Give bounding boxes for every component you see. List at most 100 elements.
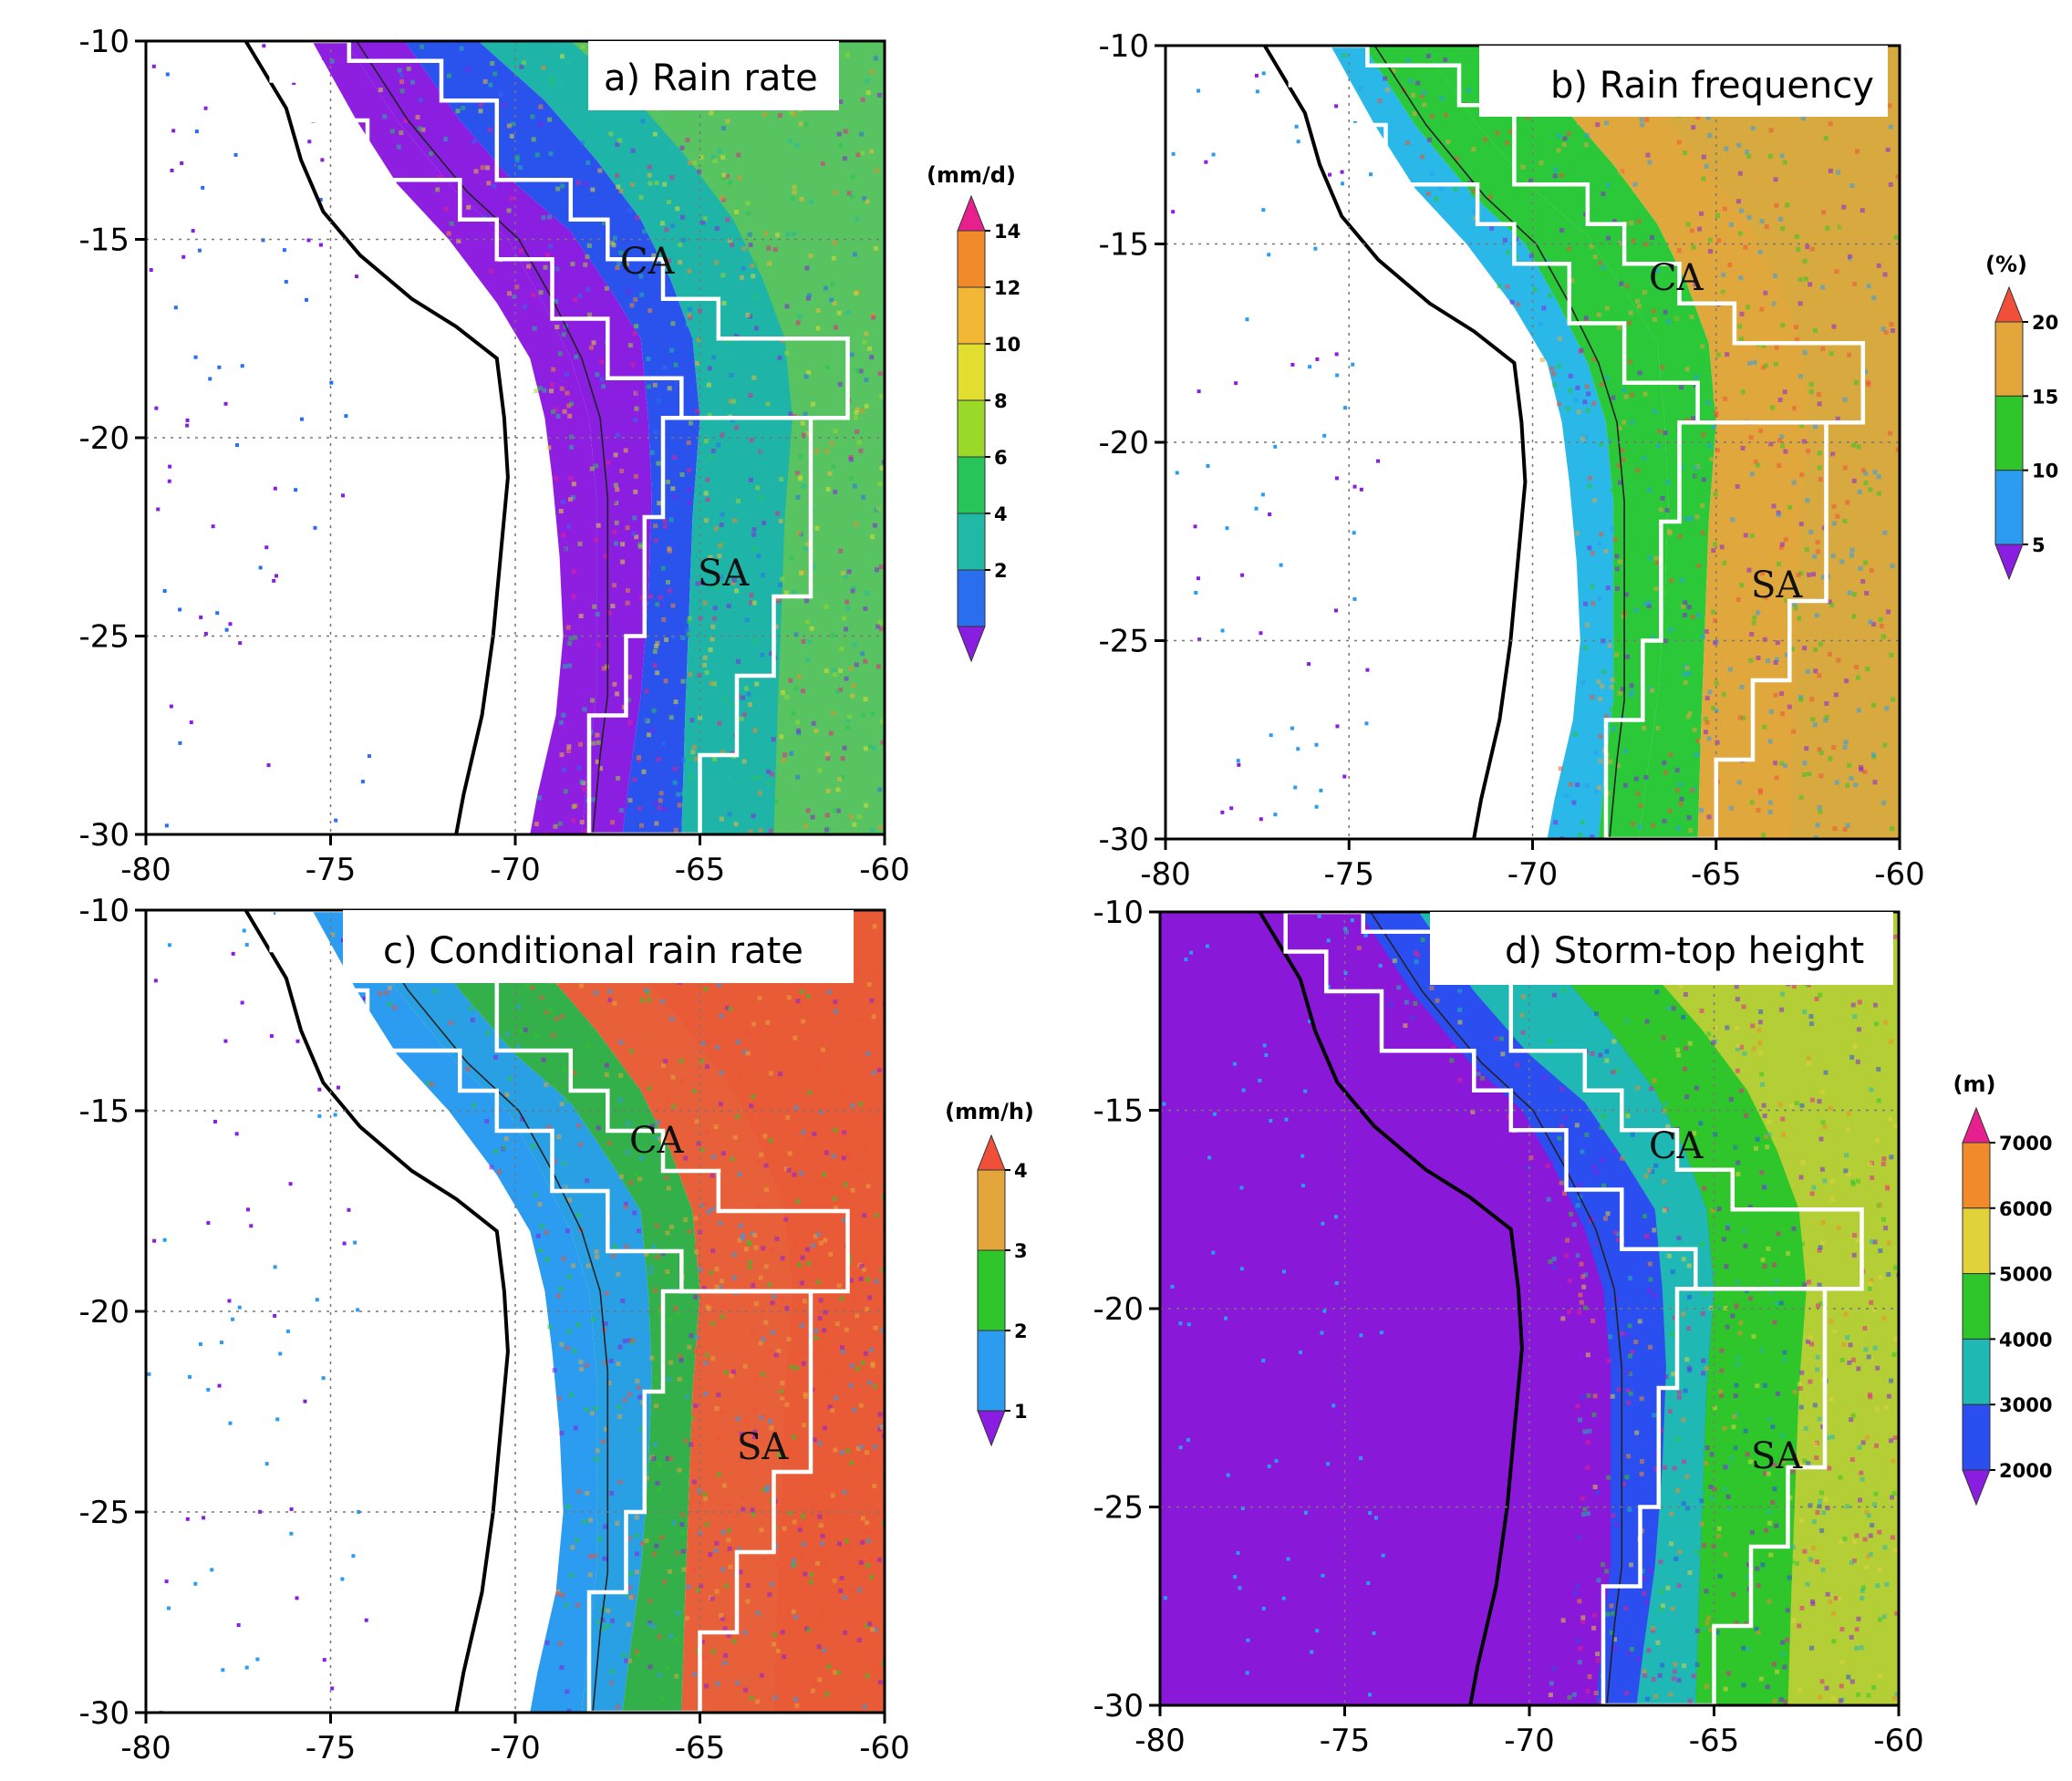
colorbar-segment xyxy=(957,399,986,458)
arid-belt-b xyxy=(1264,46,1580,839)
colorbar-label: 3000 xyxy=(1999,1394,2052,1416)
coastline-b xyxy=(1262,46,1528,839)
field-a xyxy=(144,39,886,836)
colorbar-label: 6 xyxy=(994,447,1008,469)
colorbar-segment xyxy=(957,513,986,571)
colorbar-label: 10 xyxy=(2032,461,2058,482)
far-east-b xyxy=(1587,46,1900,839)
panel-a-title: a) Rain rate xyxy=(604,57,818,99)
lon-tick-label-d: -70 xyxy=(1504,1723,1555,1759)
colorbar-label: 2000 xyxy=(1999,1460,2052,1482)
lon-tick-label-b: -65 xyxy=(1691,856,1742,893)
panel-b: b) Rain frequency xyxy=(1164,44,1901,841)
colorbar-label: 4 xyxy=(1014,1160,1028,1182)
lon-tick-label-d: -75 xyxy=(1320,1723,1371,1759)
lat-tick-label-c: -15 xyxy=(78,1093,130,1130)
colorbar-segment xyxy=(1994,321,2024,397)
region-label-sa-b: SA xyxy=(1751,564,1803,606)
sa-region-outline-a xyxy=(586,416,813,834)
lat-tick-label-a: -20 xyxy=(78,420,130,457)
lon-tick-label-d: -60 xyxy=(1873,1723,1924,1759)
lat-tick-label-c: -25 xyxy=(78,1495,130,1531)
lat-tick-label-d: -15 xyxy=(1093,1093,1144,1130)
colorbar-segment xyxy=(1962,1207,1991,1275)
colorbar-c: 4 3 2 1 xyxy=(977,1134,1028,1447)
ca-region-outline-a xyxy=(269,41,850,420)
colorbar-segment xyxy=(1994,470,2024,545)
map-body-a xyxy=(146,41,885,834)
lat-tick-label-b: -10 xyxy=(1098,28,1149,65)
title-box-d xyxy=(1430,912,1893,985)
colorbar-a-unit: (mm/d) xyxy=(927,162,1016,188)
colorbar-arrow-top xyxy=(977,1134,1006,1171)
colorbar-segment xyxy=(1962,1403,1991,1471)
ca-region-outline-c xyxy=(269,910,850,1294)
lon-tick-label-c: -60 xyxy=(859,1730,910,1766)
lon-tick-label-a: -80 xyxy=(120,852,171,888)
sa-region-outline-b xyxy=(1603,420,1829,839)
ca-region-outline-d xyxy=(1283,912,1864,1291)
panel-b-title: b) Rain frequency xyxy=(1550,65,1874,107)
colorbar-label: 5 xyxy=(2032,534,2046,556)
lon-tick-label-c: -70 xyxy=(490,1730,541,1766)
colorbar-label: 3 xyxy=(1014,1240,1028,1262)
lat-tick-label-a: -25 xyxy=(78,619,130,656)
region-label-sa-d: SA xyxy=(1751,1435,1803,1477)
lon-tick-label-c: -65 xyxy=(675,1730,726,1766)
western-slope-d xyxy=(1326,912,1611,1705)
colorbar-d: 7000 6000 5000 4000 3000 2000 xyxy=(1962,1106,2052,1507)
colorbar-label: 12 xyxy=(994,277,1020,299)
colorbar-segment xyxy=(1962,1338,1991,1405)
lon-tick-label-b: -70 xyxy=(1507,856,1559,893)
colorbar-arrow-top xyxy=(957,194,986,232)
western-slope-a xyxy=(312,41,597,834)
sa-region-outline-c xyxy=(586,1289,813,1713)
colorbar-label: 5000 xyxy=(1999,1264,2052,1286)
colorbar-arrow-bottom xyxy=(1994,544,2024,581)
field-d xyxy=(1158,910,1901,1707)
lon-tick-label-a: -60 xyxy=(859,852,910,888)
arid-belt-a xyxy=(245,41,564,834)
ca-region-outline-b xyxy=(1288,46,1866,425)
lat-tick-label-a: -15 xyxy=(78,223,130,259)
andes-slope-b xyxy=(1363,46,1669,839)
altiplano-a xyxy=(404,41,700,834)
colorbar-arrow-bottom xyxy=(1962,1469,1991,1507)
altiplano-c xyxy=(404,910,700,1713)
colorbar-label: 6000 xyxy=(1999,1198,2052,1220)
colorbar-segment xyxy=(957,230,986,288)
lon-tick-label-b: -75 xyxy=(1323,856,1374,893)
coastline-c xyxy=(243,910,510,1713)
western-slope-b xyxy=(1331,46,1614,839)
colorbar-segment xyxy=(1994,395,2024,471)
region-label-ca-a: CA xyxy=(620,241,676,283)
colorbar-label: 2 xyxy=(994,560,1008,582)
colorbar-label: 10 xyxy=(994,334,1020,356)
colorbar-label: 4 xyxy=(994,503,1008,525)
colorbar-b-unit: (%) xyxy=(1985,252,2027,277)
title-box-c xyxy=(343,910,854,983)
region-label-ca-c: CA xyxy=(629,1120,685,1162)
coastline-d xyxy=(1258,912,1524,1705)
arid-belt-c xyxy=(245,910,564,1713)
field-b xyxy=(1164,44,1901,841)
far-east-c xyxy=(570,910,885,1713)
colorbar-segment xyxy=(977,1249,1006,1331)
colorbar-segment xyxy=(957,286,986,345)
lon-tick-label-a: -70 xyxy=(490,852,541,888)
field-c xyxy=(144,908,886,1714)
colorbar-label: 1 xyxy=(1014,1401,1028,1423)
colorbar-b: 20 15 10 5 xyxy=(1994,285,2058,581)
colorbar-label: 15 xyxy=(2032,386,2058,408)
panel-a: a) Rain rate xyxy=(144,39,886,836)
lat-tick-label-d: -20 xyxy=(1093,1291,1144,1328)
lon-tick-label-c: -75 xyxy=(306,1730,357,1766)
region-label-sa-a: SA xyxy=(698,553,750,595)
colorbar-label: 8 xyxy=(994,390,1008,412)
colorbar-segment xyxy=(957,343,986,401)
title-box-b xyxy=(1479,46,1888,117)
colorbar-arrow-top xyxy=(1994,285,2024,323)
altiplano-d xyxy=(1418,912,1715,1705)
lat-tick-label-b: -30 xyxy=(1098,822,1149,858)
